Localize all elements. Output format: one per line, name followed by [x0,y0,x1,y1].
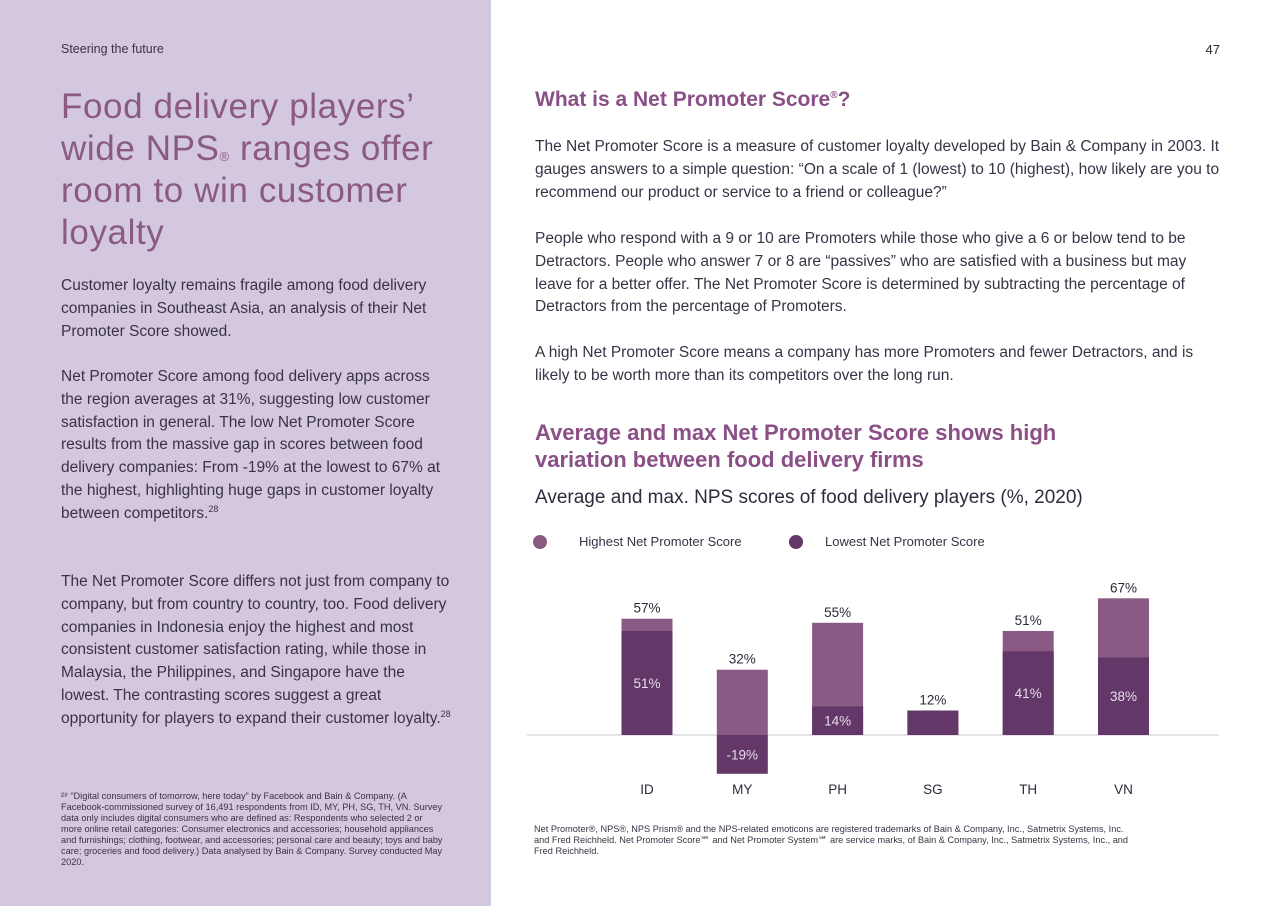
chart-subtitle: Average and max. NPS scores of food deli… [535,487,1083,508]
headline-text-part1: Food delivery players’ wide NPS [61,87,414,168]
nps-heading-text-part2: ? [837,88,851,111]
data-label-highest-my: 32% [729,652,756,667]
data-label-lowest-vn: 38% [1110,689,1137,704]
bar-lowest-sg [907,710,959,735]
nps-definition-heading: What is a Net Promoter Score®? [535,88,850,112]
data-label-highest-th: 51% [1015,613,1042,628]
left-panel [0,0,491,906]
bar-lowest-my [716,735,768,774]
bar-lowest-vn [1098,657,1149,735]
x-tick-label-vn: VN [1114,782,1133,797]
average-paragraph: Net Promoter Score among food delivery a… [61,366,451,526]
headline-text-part2: ranges offer room to win customer loyalt… [61,129,434,252]
legend-lowest-label: Lowest Net Promoter Score [825,534,985,549]
trademark-disclaimer: Net Promoter®, NPS®, NPS Prism® and the … [534,824,1129,856]
data-label-lowest-th: 41% [1015,686,1042,701]
data-label-lowest-ph: 14% [824,714,851,729]
x-tick-label-my: MY [732,782,752,797]
legend-highest-label: Highest Net Promoter Score [579,534,742,549]
data-label-highest-id: 57% [633,601,660,616]
chart-heading: Average and max Net Promoter Score shows… [535,420,1057,472]
high-score-paragraph: A high Net Promoter Score means a compan… [535,344,1194,384]
data-label-lowest-my: -19% [727,747,759,762]
intro-paragraph: Customer loyalty remains fragile among f… [61,277,427,340]
section-label: Steering the future [61,42,164,56]
data-label-highest-ph: 55% [824,605,851,620]
registered-mark: ® [219,149,230,164]
data-label-highest-vn: 67% [1110,580,1137,595]
bar-lowest-id [621,630,673,735]
x-tick-label-th: TH [1019,782,1037,797]
page-headline: Food delivery players’ wide NPS® ranges … [61,86,461,254]
promoters-paragraph: People who respond with a 9 or 10 are Pr… [535,230,1187,316]
page-number: 47 [1205,42,1220,57]
data-label-highest-sg: 12% [919,693,946,708]
bar-lowest-th [1002,651,1054,735]
x-tick-label-ph: PH [828,782,847,797]
legend-lowest-swatch [789,535,803,549]
average-paragraph-text: Net Promoter Score among food delivery a… [61,368,441,522]
legend-highest-swatch [533,535,547,549]
footnote-reference: 28 [440,708,451,719]
data-label-lowest-id: 51% [633,676,660,691]
country-paragraph: The Net Promoter Score differs not just … [61,571,451,731]
country-paragraph-text: The Net Promoter Score differs not just … [61,573,450,727]
footnote: ²⁸ “Digital consumers of tomorrow, here … [61,791,443,867]
x-tick-label-id: ID [640,782,654,797]
bar-highest-my [716,669,768,735]
nps-heading-text-part1: What is a Net Promoter Score [535,88,831,111]
x-tick-label-sg: SG [923,782,943,797]
footnote-reference: 28 [208,503,219,514]
bar-lowest-ph [812,706,864,735]
nps-definition-paragraph: The Net Promoter Score is a measure of c… [535,138,1220,201]
registered-mark: ® [830,90,838,101]
